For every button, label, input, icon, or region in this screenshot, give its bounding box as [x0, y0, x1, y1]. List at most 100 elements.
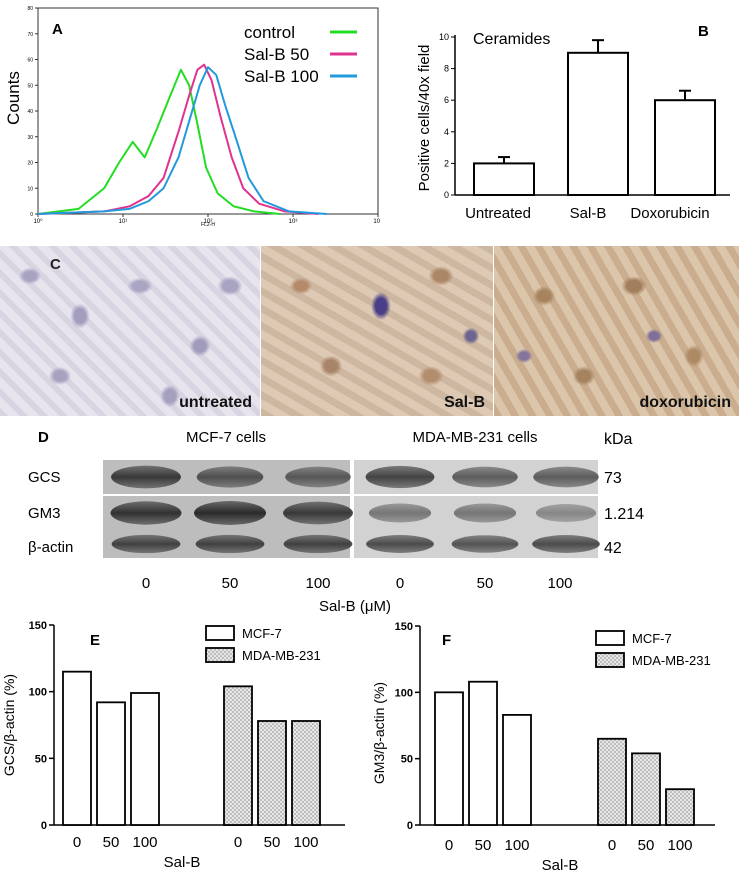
legend-swatch — [205, 647, 235, 663]
panel-a-xtick-label: 10² — [204, 219, 213, 225]
category-label: 50 — [638, 837, 655, 854]
blot-band — [283, 501, 353, 525]
panel-d-letter: D — [38, 429, 49, 446]
histogram-line-2 — [37, 66, 327, 215]
panel-b-ytick-label: 10 — [439, 32, 449, 42]
panel-a-xtick-label: 10¹ — [119, 219, 128, 225]
legend-label: MDA-MB-231 — [632, 653, 711, 668]
panel-b-category-label: Untreated — [465, 205, 531, 222]
blot-group-mda: MDA-MB-231 cells — [412, 429, 537, 446]
ytick-label: 0 — [407, 820, 413, 832]
panel-e-letter: E — [90, 632, 100, 649]
panel-e-ylabel: GCS/β-actin (%) — [1, 674, 17, 776]
blot-lane-label: 0 — [142, 575, 150, 592]
blot-band — [111, 465, 181, 489]
histogram-line-0 — [37, 68, 280, 215]
category-label: 100 — [504, 837, 529, 854]
panel-a-letter: A — [52, 21, 63, 38]
blot-lane-label: 100 — [547, 575, 572, 592]
panel-a-ytick-label: 80 — [27, 6, 33, 12]
blot-band — [453, 503, 517, 523]
blot-band — [195, 534, 265, 554]
blot-row-label: β-actin — [28, 539, 73, 556]
micrograph-doxorubicin: doxorubicin — [494, 246, 739, 416]
panel-b-bar-chart: B Ceramides Positive cells/40x field 0 2 4… — [416, 23, 730, 222]
panel-f-letter: F — [442, 632, 451, 649]
panel-f-ylabel: GM3/β-actin (%) — [371, 682, 387, 784]
blot-row-label: GM3 — [28, 505, 61, 522]
blot-kda-value: 42 — [604, 540, 622, 557]
ytick-label: 0 — [41, 820, 47, 832]
blot-band — [366, 535, 434, 553]
panel-a-legend-label: Sal-B 50 — [244, 45, 309, 64]
legend-swatch — [205, 625, 235, 641]
panel-a-ytick-label: 50 — [27, 83, 33, 89]
panel-b-title: Ceramides — [473, 31, 550, 48]
panel-c-letter: C — [50, 256, 61, 273]
panel-b-ytick-label: 0 — [444, 190, 449, 200]
legend-label: MCF-7 — [242, 626, 282, 641]
category-label: 0 — [234, 834, 242, 851]
legend-label: MCF-7 — [632, 631, 672, 646]
panel-d-western-blot: D MCF-7 cells MDA-MB-231 cells kDa GCS 73… — [28, 429, 644, 615]
panel-a-xtick-label: 10³ — [289, 219, 298, 225]
blot-band — [535, 504, 597, 522]
blot-band — [111, 534, 181, 554]
micrograph-label-sal-b: Sal-B — [444, 394, 485, 411]
blot-band — [365, 465, 435, 489]
panel-a-plot-frame — [37, 7, 379, 215]
blot-band — [194, 501, 266, 525]
category-label: 50 — [264, 834, 281, 851]
blot-xlabel: Sal-B (μM) — [319, 598, 391, 615]
category-label: 100 — [667, 837, 692, 854]
panel-f-bar-chart: F GM3/β-actin (%) Sal-B 0 50 100 150 0 50 100 M… — [371, 621, 715, 874]
blot-row-label: GCS — [28, 469, 61, 486]
panel-e-bar-chart: E GCS/β-actin (%) Sal-B 0 50 100 150 0 50 100 M… — [1, 620, 345, 871]
blot-kda-value: 1.214 — [604, 506, 644, 523]
micrograph-sal-b: Sal-B — [261, 246, 493, 416]
bar-mcf7 — [468, 680, 498, 826]
blot-band — [451, 535, 519, 553]
panel-b-ytick-label: 2 — [444, 158, 449, 168]
panel-a-xtick-label: 10⁰ — [33, 218, 43, 225]
legend-swatch — [595, 630, 625, 646]
panel-f-xlabel: Sal-B — [542, 857, 579, 874]
bar-mda — [631, 752, 661, 826]
ytick-label: 100 — [29, 687, 47, 699]
panel-b-ytick-label: 6 — [444, 95, 449, 105]
blot-group-mcf7: MCF-7 cells — [186, 429, 266, 446]
bar-mda — [597, 737, 627, 826]
category-label: 50 — [475, 837, 492, 854]
panel-b-bar — [567, 51, 629, 196]
panel-a-ytick-label: 30 — [27, 135, 33, 141]
category-label: 100 — [293, 834, 318, 851]
category-label: 0 — [445, 837, 453, 854]
panel-e-xlabel: Sal-B — [164, 854, 201, 871]
panel-b-bar — [473, 162, 535, 196]
panel-b-ytick-label: 4 — [444, 127, 449, 137]
ytick-label: 150 — [395, 621, 413, 633]
panel-a-ytick-label: 40 — [27, 109, 33, 115]
blot-band — [285, 466, 351, 488]
ytick-label: 150 — [29, 620, 47, 632]
category-label: 0 — [73, 834, 81, 851]
blot-band — [368, 503, 432, 523]
bar-mcf7 — [130, 692, 160, 826]
panel-a-xtick-label: 10⁴ — [373, 218, 380, 225]
blot-band — [283, 534, 353, 554]
micrograph-label-untreated: untreated — [179, 394, 252, 411]
legend-label: MDA-MB-231 — [242, 648, 321, 663]
bar-mcf7 — [434, 691, 464, 826]
panel-a-ylabel: Counts — [4, 71, 23, 125]
ytick-label: 50 — [35, 753, 47, 765]
bar-mda — [291, 720, 321, 826]
bar-mda — [665, 788, 695, 826]
ytick-label: 50 — [401, 754, 413, 766]
micrograph-label-doxorubicin: doxorubicin — [639, 394, 731, 411]
panel-b-category-label: Sal-B — [570, 205, 607, 222]
panel-b-ylabel: Positive cells/40x field — [416, 45, 433, 192]
blot-band — [452, 466, 518, 488]
bar-mcf7 — [502, 713, 532, 826]
blot-kda-value: 73 — [604, 470, 622, 487]
blot-lane-label: 0 — [396, 575, 404, 592]
